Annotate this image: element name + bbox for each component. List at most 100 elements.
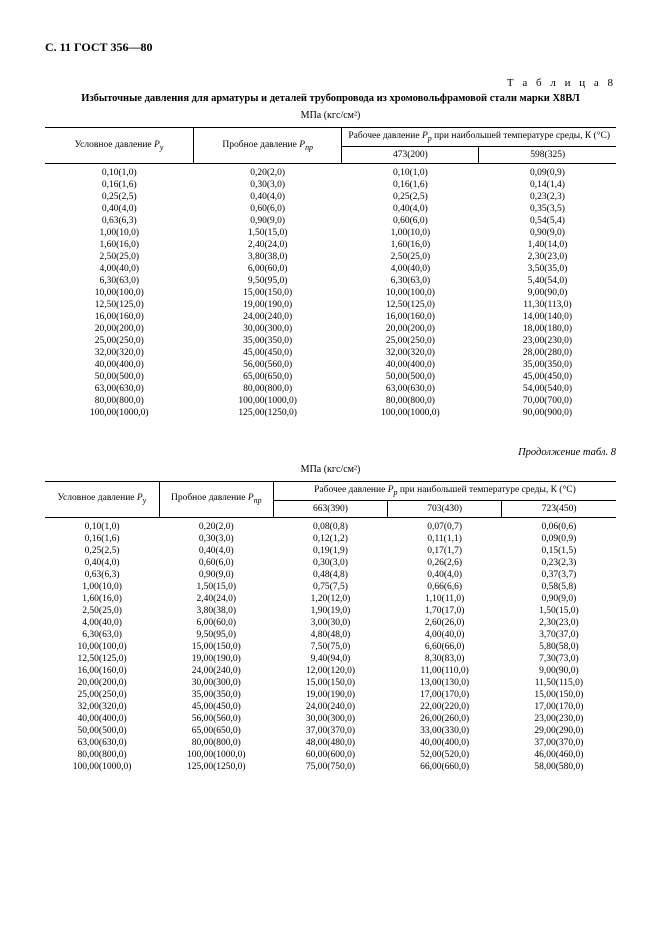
table-cell: 0,90(9,0) xyxy=(479,227,616,239)
table-cell: 46,00(460,0) xyxy=(502,749,616,761)
table-cell: 0,25(2,5) xyxy=(45,191,193,203)
table-cell: 58,00(580,0) xyxy=(502,761,616,773)
table-cell: 1,70(17,0) xyxy=(388,605,502,617)
table-cell: 10,00(100,0) xyxy=(45,287,193,299)
table-row: 2,50(25,0)3,80(38,0)1,90(19,0)1,70(17,0)… xyxy=(45,605,616,617)
table-cell: 0,54(5,4) xyxy=(479,215,616,227)
table-cell: 30,00(300,0) xyxy=(159,677,273,689)
table-cell: 4,00(40,0) xyxy=(45,617,159,629)
table-row: 100,00(1000,0)125,00(1250,0)100,00(1000,… xyxy=(45,407,616,419)
table-cell: 54,00(540,0) xyxy=(479,383,616,395)
table-cell: 80,00(800,0) xyxy=(45,395,193,407)
table-row: 20,00(200,0)30,00(300,0)15,00(150,0)13,0… xyxy=(45,677,616,689)
table-cell: 0,90(9,0) xyxy=(193,215,341,227)
table-cell: 0,60(6,0) xyxy=(342,215,479,227)
table-row: 0,10(1,0)0,20(2,0)0,08(0,8)0,07(0,7)0,06… xyxy=(45,517,616,533)
table-cell: 9,00(90,0) xyxy=(479,287,616,299)
table-cell: 17,00(170,0) xyxy=(502,701,616,713)
col2-sub-2: 703(430) xyxy=(388,500,502,517)
col-header-ppr-2: Пробное давление Pпр xyxy=(159,481,273,517)
table-cell: 1,20(12,0) xyxy=(273,593,387,605)
table-cell: 1,60(16,0) xyxy=(342,239,479,251)
table-row: 50,00(500,0)65,00(650,0)37,00(370,0)33,0… xyxy=(45,725,616,737)
table-cell: 80,00(800,0) xyxy=(159,737,273,749)
table-cell: 6,30(63,0) xyxy=(45,629,159,641)
table-cell: 6,30(63,0) xyxy=(342,275,479,287)
table-cell: 15,00(150,0) xyxy=(193,287,341,299)
table-cell: 0,10(1,0) xyxy=(45,163,193,179)
table-cell: 5,80(58,0) xyxy=(502,641,616,653)
table-cell: 100,00(1000,0) xyxy=(159,749,273,761)
col-sub-1: 473(200) xyxy=(342,146,479,163)
table-cell: 0,25(2,5) xyxy=(342,191,479,203)
table-cell: 3,70(37,0) xyxy=(502,629,616,641)
table-cell: 28,00(280,0) xyxy=(479,347,616,359)
table-cell: 0,63(6,3) xyxy=(45,215,193,227)
table-cell: 4,00(40,0) xyxy=(342,263,479,275)
table-cell: 19,00(190,0) xyxy=(273,689,387,701)
table-row: 16,00(160,0)24,00(240,0)12,00(120,0)11,0… xyxy=(45,665,616,677)
table-row: 12,50(125,0)19,00(190,0)12,50(125,0)11,3… xyxy=(45,299,616,311)
table-cell: 3,00(30,0) xyxy=(273,617,387,629)
table-cell: 12,50(125,0) xyxy=(45,299,193,311)
table-cell: 100,00(1000,0) xyxy=(193,395,341,407)
table-cell: 19,00(190,0) xyxy=(159,653,273,665)
table-cell: 63,00(630,0) xyxy=(45,737,159,749)
table-row: 0,25(2,5)0,40(4,0)0,19(1,9)0,17(1,7)0,15… xyxy=(45,545,616,557)
table-cell: 6,30(63,0) xyxy=(45,275,193,287)
table-cell: 23,00(230,0) xyxy=(502,713,616,725)
table-cell: 75,00(750,0) xyxy=(273,761,387,773)
table-row: 63,00(630,0)80,00(800,0)48,00(480,0)40,0… xyxy=(45,737,616,749)
table-cell: 26,00(260,0) xyxy=(388,713,502,725)
table-row: 0,10(1,0)0,20(2,0)0,10(1,0)0,09(0,9) xyxy=(45,163,616,179)
table-cell: 2,40(24,0) xyxy=(193,239,341,251)
table-cell: 0,63(6,3) xyxy=(45,569,159,581)
table-cell: 100,00(1000,0) xyxy=(45,407,193,419)
table-cell: 1,40(14,0) xyxy=(479,239,616,251)
table-cell: 0,30(3,0) xyxy=(273,557,387,569)
page-header: С. 11 ГОСТ 356—80 xyxy=(45,40,616,55)
table-cell: 0,23(2,3) xyxy=(502,557,616,569)
table-cell: 0,09(0,9) xyxy=(479,163,616,179)
table-row: 6,30(63,0)9,50(95,0)4,80(48,0)4,00(40,0)… xyxy=(45,629,616,641)
col2-sub-3: 723(450) xyxy=(502,500,616,517)
table-cell: 1,00(10,0) xyxy=(45,581,159,593)
table-cell: 12,50(125,0) xyxy=(45,653,159,665)
table-cell: 50,00(500,0) xyxy=(45,371,193,383)
table-cell: 24,00(240,0) xyxy=(273,701,387,713)
table-cell: 80,00(800,0) xyxy=(342,395,479,407)
table-cell: 8,30(83,0) xyxy=(388,653,502,665)
table-cell: 0,66(6,6) xyxy=(388,581,502,593)
table-cell: 2,50(25,0) xyxy=(342,251,479,263)
table-cell: 48,00(480,0) xyxy=(273,737,387,749)
table-cell: 0,40(4,0) xyxy=(159,545,273,557)
table-cell: 56,00(560,0) xyxy=(193,359,341,371)
table-row: 32,00(320,0)45,00(450,0)24,00(240,0)22,0… xyxy=(45,701,616,713)
table-cell: 0,16(1,6) xyxy=(45,179,193,191)
table-cell: 11,30(113,0) xyxy=(479,299,616,311)
table-cell: 0,09(0,9) xyxy=(502,533,616,545)
table-cell: 80,00(800,0) xyxy=(45,749,159,761)
table-cell: 56,00(560,0) xyxy=(159,713,273,725)
table-cell: 125,00(1250,0) xyxy=(193,407,341,419)
table-cell: 10,00(100,0) xyxy=(45,641,159,653)
table-cell: 0,58(5,8) xyxy=(502,581,616,593)
continuation-label: Продолжение табл. 8 xyxy=(45,447,616,458)
table-cell: 30,00(300,0) xyxy=(273,713,387,725)
table-row: 10,00(100,0)15,00(150,0)10,00(100,0)9,00… xyxy=(45,287,616,299)
table-cell: 35,00(350,0) xyxy=(193,335,341,347)
table-cell: 125,00(1250,0) xyxy=(159,761,273,773)
col-header-pu-2: Условное давление Pу xyxy=(45,481,159,517)
table-cell: 0,40(4,0) xyxy=(388,569,502,581)
table-cell: 0,90(9,0) xyxy=(159,569,273,581)
table-cell: 90,00(900,0) xyxy=(479,407,616,419)
table-row: 80,00(800,0)100,00(1000,0)60,00(600,0)52… xyxy=(45,749,616,761)
table-row: 6,30(63,0)9,50(95,0)6,30(63,0)5,40(54,0) xyxy=(45,275,616,287)
table-cell: 45,00(450,0) xyxy=(159,701,273,713)
unit-label: МПа (кгс/см²) xyxy=(45,110,616,121)
table-row: 12,50(125,0)19,00(190,0)9,40(94,0)8,30(8… xyxy=(45,653,616,665)
table-cell: 4,00(40,0) xyxy=(388,629,502,641)
table-cell: 1,50(15,0) xyxy=(193,227,341,239)
table-cell: 22,00(220,0) xyxy=(388,701,502,713)
table-2: Условное давление Pу Пробное давление Pп… xyxy=(45,481,616,773)
